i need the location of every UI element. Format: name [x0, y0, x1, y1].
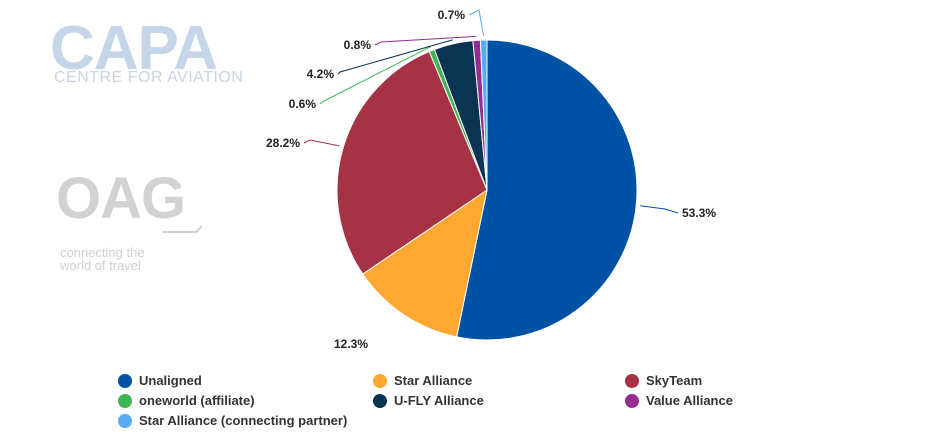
data-label-value-alliance: 0.8% — [344, 38, 372, 52]
pie-slice-star-alliance-connecting-partner[interactable] — [479, 39, 488, 191]
oag-tagline-line2: world of travel — [60, 258, 141, 273]
pie-data-labels: 53.3% 12.3% 28.2% 0.6% 4.2% 0.8% 0.7% — [266, 8, 716, 351]
legend-swatch-unaligned — [118, 373, 132, 388]
legend-swatch-value-alliance — [625, 393, 639, 408]
legend-swatch-u-fly-alliance — [373, 393, 387, 408]
oag-tagline-line1: connecting the — [60, 245, 145, 260]
leader-line-u-fly-alliance — [337, 39, 453, 75]
data-label-star-alliance: 12.3% — [334, 337, 368, 351]
legend-item-unaligned[interactable]: Unaligned — [118, 373, 202, 388]
leader-line-skyteam — [303, 139, 340, 147]
capa-logo: CAPA — [50, 14, 218, 83]
legend-item-star-alliance-connecting-partner[interactable]: Star Alliance (connecting partner) — [118, 413, 347, 428]
legend-label-value-alliance: Value Alliance — [646, 393, 733, 408]
pie-slice-unaligned[interactable] — [456, 39, 638, 341]
pie-slice-skyteam[interactable] — [336, 50, 488, 275]
data-label-star-alliance-connecting-partner: 0.7% — [438, 8, 466, 22]
legend-label-star-alliance-connecting-partner: Star Alliance (connecting partner) — [139, 413, 348, 428]
legend-swatch-star-alliance — [373, 373, 387, 388]
leader-line-unaligned — [640, 205, 679, 214]
legend-item-value-alliance[interactable]: Value Alliance — [625, 393, 733, 408]
legend-item-oneworld-affiliate[interactable]: oneworld (affiliate) — [118, 393, 255, 408]
legend-swatch-oneworld-affiliate — [118, 393, 132, 408]
legend-label-star-alliance: Star Alliance — [394, 373, 473, 388]
pie-slice-star-alliance[interactable] — [362, 188, 488, 338]
data-label-skyteam: 28.2% — [266, 136, 300, 150]
pie-leader-lines — [303, 9, 679, 214]
oag-plane-icon — [162, 225, 203, 233]
data-label-u-fly-alliance: 4.2% — [307, 67, 335, 81]
leader-line-star-alliance-connecting-partner — [468, 9, 485, 37]
legend-swatch-star-alliance-connecting-partner — [118, 413, 132, 428]
legend-item-u-fly-alliance[interactable]: U-FLY Alliance — [373, 393, 484, 408]
legend-item-skyteam[interactable]: SkyTeam — [625, 373, 702, 388]
oag-tagline: connecting the world of travel — [60, 246, 145, 272]
oag-logo: OAG — [56, 166, 186, 231]
leader-line-oneworld-affiliate — [319, 46, 431, 105]
legend-label-unaligned: Unaligned — [139, 373, 202, 388]
legend-swatch-skyteam — [625, 373, 639, 388]
legend-label-skyteam: SkyTeam — [646, 373, 703, 388]
capa-logo-subtitle: CENTRE FOR AVIATION — [54, 69, 244, 86]
legend-label-u-fly-alliance: U-FLY Alliance — [394, 393, 484, 408]
pie-slices — [336, 39, 638, 341]
legend-item-star-alliance[interactable]: Star Alliance — [373, 373, 472, 388]
leader-line-value-alliance — [374, 35, 477, 46]
data-label-oneworld-affiliate: 0.6% — [289, 97, 317, 111]
legend-label-oneworld-affiliate: oneworld (affiliate) — [139, 393, 255, 408]
data-label-unaligned: 53.3% — [682, 206, 716, 220]
